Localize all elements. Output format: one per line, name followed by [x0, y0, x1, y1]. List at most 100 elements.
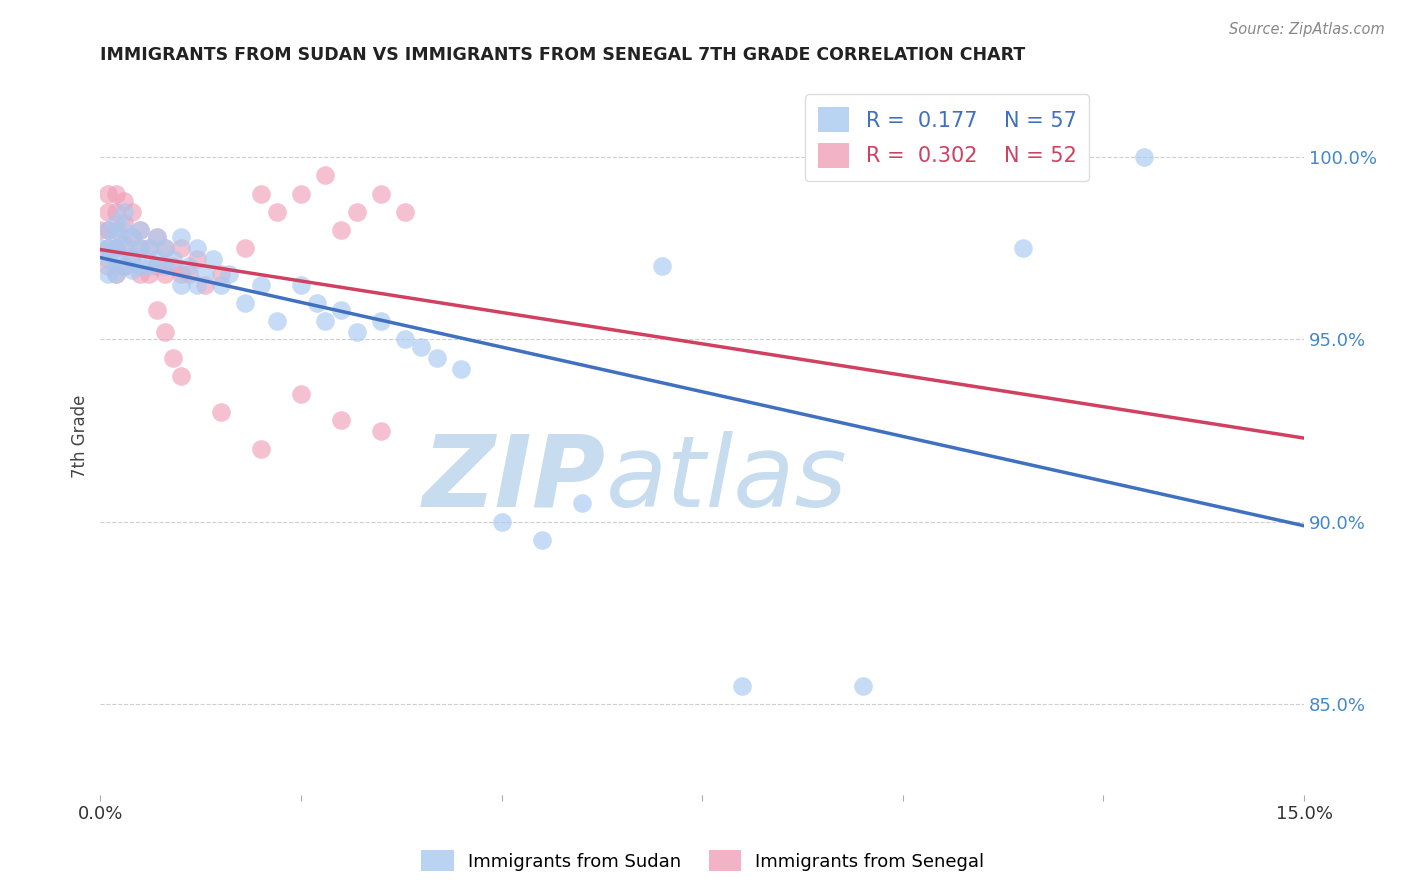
Point — [145, 230, 167, 244]
Point — [233, 296, 256, 310]
Point — [105, 241, 128, 255]
Point — [305, 296, 328, 310]
Point — [169, 368, 191, 383]
Point — [97, 223, 120, 237]
Point — [194, 267, 217, 281]
Point — [121, 230, 143, 244]
Point — [153, 241, 176, 255]
Text: Source: ZipAtlas.com: Source: ZipAtlas.com — [1229, 22, 1385, 37]
Point — [121, 252, 143, 267]
Point — [290, 387, 312, 401]
Point — [112, 216, 135, 230]
Point — [121, 204, 143, 219]
Point — [105, 267, 128, 281]
Text: ZIP: ZIP — [423, 431, 606, 527]
Point — [194, 277, 217, 292]
Point — [129, 223, 152, 237]
Text: IMMIGRANTS FROM SUDAN VS IMMIGRANTS FROM SENEGAL 7TH GRADE CORRELATION CHART: IMMIGRANTS FROM SUDAN VS IMMIGRANTS FROM… — [100, 46, 1025, 64]
Point — [105, 216, 128, 230]
Point — [112, 241, 135, 255]
Point — [266, 204, 288, 219]
Point — [1012, 241, 1035, 255]
Point — [97, 241, 120, 255]
Point — [105, 223, 128, 237]
Point — [651, 260, 673, 274]
Point — [129, 241, 152, 255]
Point — [145, 230, 167, 244]
Point — [177, 267, 200, 281]
Point — [138, 260, 160, 274]
Point — [138, 241, 160, 255]
Point — [266, 314, 288, 328]
Point — [209, 267, 232, 281]
Point — [1132, 150, 1154, 164]
Point — [169, 230, 191, 244]
Point — [330, 223, 353, 237]
Point — [314, 314, 336, 328]
Point — [112, 260, 135, 274]
Point — [411, 340, 433, 354]
Point — [250, 442, 273, 456]
Point — [571, 496, 593, 510]
Point — [112, 194, 135, 208]
Point — [145, 303, 167, 318]
Point — [89, 223, 111, 237]
Point — [112, 204, 135, 219]
Point — [112, 237, 135, 252]
Point — [105, 241, 128, 255]
Point — [112, 260, 135, 274]
Point — [153, 267, 176, 281]
Point — [105, 230, 128, 244]
Point — [129, 241, 152, 255]
Point — [250, 277, 273, 292]
Point — [162, 260, 184, 274]
Point — [162, 252, 184, 267]
Point — [218, 267, 240, 281]
Text: atlas: atlas — [606, 431, 848, 527]
Point — [370, 186, 392, 201]
Point — [186, 277, 208, 292]
Point — [129, 260, 152, 274]
Point — [121, 263, 143, 277]
Point — [138, 267, 160, 281]
Point — [162, 351, 184, 365]
Point — [89, 241, 111, 255]
Point — [153, 325, 176, 339]
Point — [105, 252, 128, 267]
Point — [290, 186, 312, 201]
Point — [169, 241, 191, 255]
Point — [97, 252, 120, 267]
Point — [330, 303, 353, 318]
Point — [233, 241, 256, 255]
Point — [97, 260, 120, 274]
Point — [145, 252, 167, 267]
Point — [145, 260, 167, 274]
Point — [97, 241, 120, 255]
Point — [153, 260, 176, 274]
Point — [186, 252, 208, 267]
Point — [105, 186, 128, 201]
Legend: Immigrants from Sudan, Immigrants from Senegal: Immigrants from Sudan, Immigrants from S… — [415, 843, 991, 879]
Point — [370, 424, 392, 438]
Point — [314, 169, 336, 183]
Point — [346, 325, 368, 339]
Point — [290, 277, 312, 292]
Point — [121, 230, 143, 244]
Point — [138, 241, 160, 255]
Point — [394, 332, 416, 346]
Point — [330, 412, 353, 426]
Point — [153, 241, 176, 255]
Point — [105, 204, 128, 219]
Point — [97, 223, 120, 237]
Point — [177, 260, 200, 274]
Point — [129, 223, 152, 237]
Point — [186, 241, 208, 255]
Point — [97, 186, 120, 201]
Legend: R =  0.177    N = 57, R =  0.302    N = 52: R = 0.177 N = 57, R = 0.302 N = 52 — [806, 95, 1090, 181]
Point — [250, 186, 273, 201]
Point — [105, 267, 128, 281]
Point — [169, 277, 191, 292]
Point — [394, 204, 416, 219]
Point — [426, 351, 449, 365]
Point — [169, 267, 191, 281]
